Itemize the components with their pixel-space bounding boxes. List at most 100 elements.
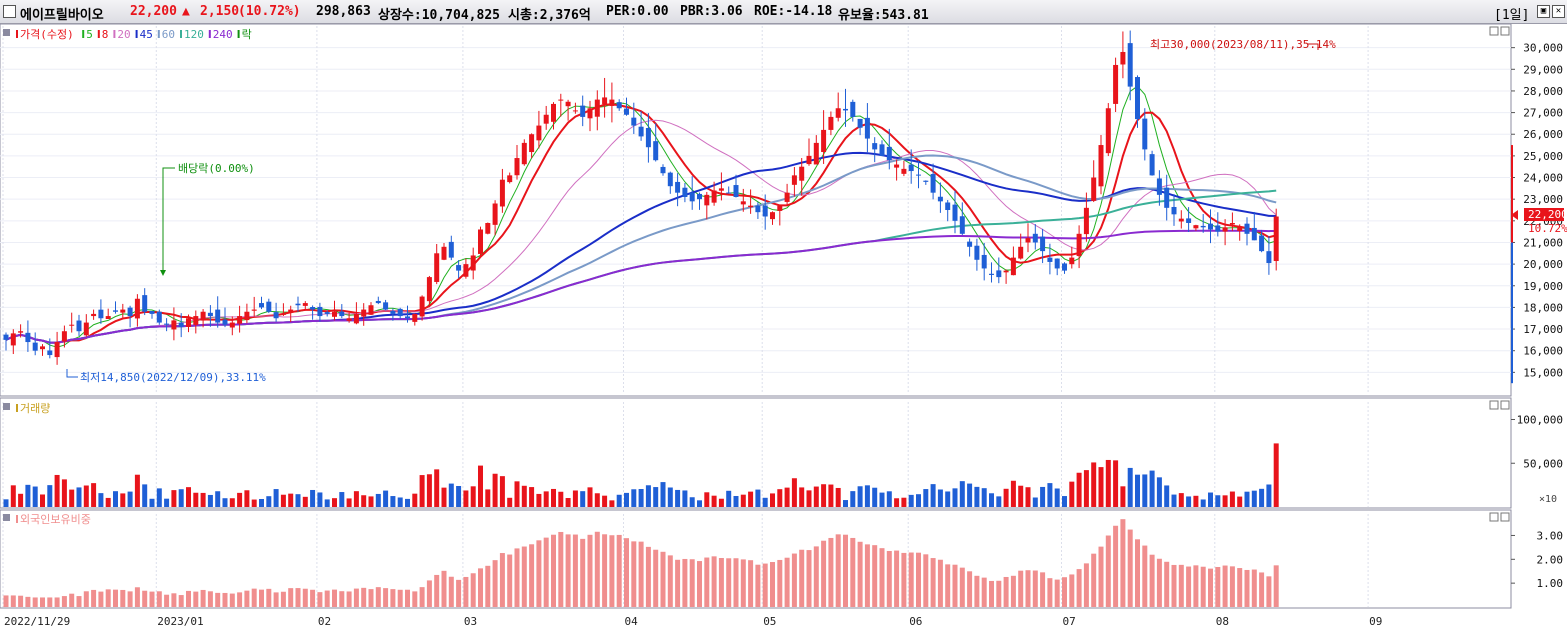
foreign-ratio-bar [916,552,921,607]
low-annotation: 최저14,850(2022/12/09),33.11% [66,369,266,384]
y-tick-label: 25,000 [1523,150,1563,163]
volume-bar [1120,486,1126,507]
foreign-ratio-bar [456,579,462,607]
volume-bar [967,483,973,507]
foreign-ratio-bar [1091,553,1097,607]
volume-bar [105,497,111,507]
foreign-ratio-bar [280,591,286,607]
volume-bar [1208,492,1213,507]
volume-bar [770,493,775,507]
legend-swatch [113,30,116,38]
foreign-ratio-bar [1010,575,1016,607]
candle [711,190,717,203]
candle [624,108,629,115]
foreign-ratio-bar [463,576,469,607]
volume-bar [339,492,345,507]
candle [507,175,513,183]
volume-legend-swatch [16,404,18,412]
foreign-ratio-bar [10,595,16,607]
candle [748,205,754,208]
volume-legend[interactable]: 거래량 [3,402,50,415]
foreign-legend[interactable]: 외국인보유비중 [3,513,91,526]
candle [536,125,542,141]
foreign-ratio-bar [748,560,754,607]
volume-bar [47,485,53,507]
volume-bars [3,443,1279,507]
candle [879,144,885,156]
y-axis: 15,000 16,000 17,000 18,000 19,000 20,000 21,0… [1511,42,1563,590]
candle [959,216,965,234]
foreign-ratio-bar [470,573,476,607]
candle [726,192,732,194]
panel-close-icon[interactable] [1500,512,1510,522]
foreign-ratio-bar [1208,568,1213,607]
volume-bar [1047,483,1053,507]
candle [397,308,403,317]
foreign-ratio-bar [259,589,264,607]
candle [784,192,790,202]
foreign-ratio-bar [828,537,834,607]
candles [3,30,1279,365]
legend-swatch [135,30,138,38]
chart-area[interactable]: 15,000 16,000 17,000 18,000 19,000 20,000 21,0… [0,24,1567,630]
candle [894,164,900,168]
panel-toggle-icon[interactable] [3,403,10,410]
panel-close-icon[interactable] [1500,26,1510,36]
foreign-ratio-bar [1273,565,1279,607]
restore-icon[interactable]: ▣ [1537,5,1550,18]
volume-bar [894,498,900,507]
volume-bar [850,491,856,507]
volume-bar [69,489,75,507]
x-tick-label: 2023/01 [157,615,203,628]
panel-maximize-icon[interactable] [1489,400,1499,410]
candle [543,114,549,124]
foreign-ratio-bar [346,591,352,607]
volume-bar [799,487,805,507]
panel-toggle-icon[interactable] [3,29,10,36]
price-legend[interactable]: 가격(수정) 5 8 20 45 60 120 240 락 [3,28,252,41]
foreign-ratio-bar [1222,565,1228,607]
volume-bar [10,485,16,507]
panel-maximize-icon[interactable] [1489,512,1499,522]
candle [558,99,564,101]
volume-bar [565,498,571,507]
listed-shares: 상장수:10,704,825 [378,8,500,23]
panel-toggle-icon[interactable] [3,514,10,521]
foreign-ratio-bar [872,545,878,607]
y-tick-label: 20,000 [1523,258,1563,271]
candle [1237,227,1243,231]
candle [200,311,206,321]
foreign-ratio-bar [1200,566,1206,607]
candle [667,172,673,187]
volume-bar [259,498,264,507]
volume-bar [156,488,162,507]
period-selector[interactable]: [1일] [1494,8,1530,23]
foreign-ratio-bar [645,546,651,607]
volume-bar [244,490,250,507]
foreign-ratio-bar [1251,569,1257,607]
foreign-ratio-bar [134,587,140,607]
foreign-ratio-bar [1142,545,1148,607]
candle [164,323,170,325]
foreign-ratio-bar [945,564,951,607]
foreign-ratio-bar [397,589,403,607]
candle [682,187,688,198]
foreign-ratio-bar [149,591,155,607]
foreign-ratio-bar [1237,568,1243,607]
volume-bar [908,494,914,507]
candle [463,264,469,277]
panel-close-icon[interactable] [1500,400,1510,410]
volume-bar [653,487,659,507]
candle [375,300,381,304]
volume-bar [901,497,907,507]
select-checkbox[interactable] [3,5,16,18]
foreign-ratio-bar [937,559,943,607]
grid [0,26,1511,607]
foreign-ratio-bar [324,590,330,607]
volume-bar [405,498,410,507]
candle [361,309,367,317]
close-icon[interactable]: ✕ [1552,5,1565,18]
volume-bar [667,487,673,507]
foreign-ratio-bar [565,534,571,607]
panel-maximize-icon[interactable] [1489,26,1499,36]
